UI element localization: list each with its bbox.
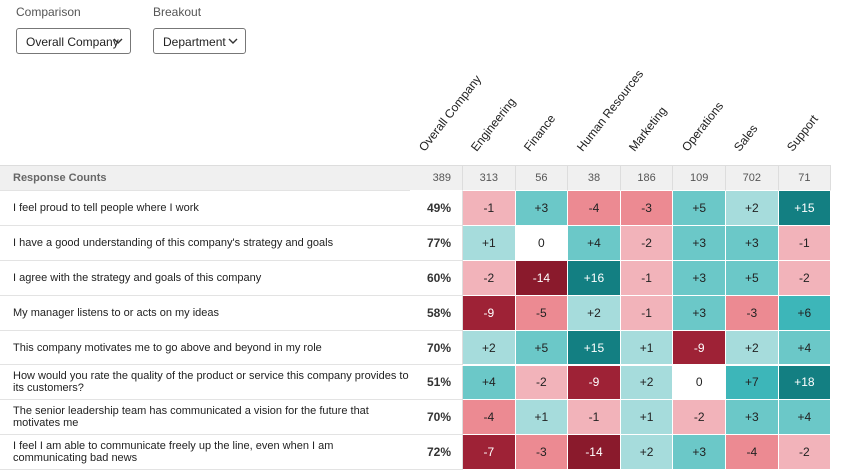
heat-cell: -9 [568, 365, 621, 401]
overall-score: 51% [410, 365, 463, 401]
question: I feel proud to tell people where I work [0, 191, 410, 226]
question: My manager listens to or acts on my idea… [0, 296, 410, 331]
column-header: Support [783, 112, 821, 154]
heat-cell: -14 [515, 260, 569, 296]
column-header: Sales [731, 121, 761, 154]
question: I agree with the strategy and goals of t… [0, 261, 410, 296]
heat-cell: +15 [778, 191, 832, 226]
chevron [228, 38, 238, 44]
heat-cell: +1 [620, 400, 674, 436]
heat-cell: -9 [463, 295, 516, 331]
overall-score: 72% [410, 435, 463, 470]
heat-cell: -1 [620, 260, 674, 296]
heat-cell: +1 [515, 400, 569, 436]
response-count: 56 [515, 165, 569, 191]
column-header: Engineering [468, 94, 519, 154]
breakout-label: Breakout [153, 5, 202, 19]
heat-cell: -4 [463, 400, 516, 436]
heat-cell: -2 [673, 400, 726, 436]
heat-cell: -1 [620, 295, 674, 331]
breakout-dropdown[interactable]: Department [153, 28, 246, 54]
overall-score: 49% [410, 191, 463, 226]
heat-cell: -2 [778, 435, 832, 470]
response-count: 109 [673, 165, 726, 191]
heat-cell: +16 [568, 260, 621, 296]
response-counts-label: Response Counts [0, 165, 410, 191]
heat-cell: +4 [778, 330, 832, 366]
heat-cell: +3 [673, 225, 726, 261]
heat-cell: +6 [778, 295, 832, 331]
heat-cell: +4 [568, 225, 621, 261]
heat-cell: -1 [778, 225, 832, 261]
response-count: 313 [463, 165, 516, 191]
column-header: Marketing [626, 103, 670, 154]
heat-cell: +3 [515, 191, 569, 226]
heat-cell: -2 [463, 260, 516, 296]
question: I feel I am able to communicate freely u… [0, 435, 410, 470]
heat-cell: -2 [515, 365, 569, 401]
heat-cell: -2 [778, 260, 832, 296]
overall-score: 70% [410, 400, 463, 436]
heat-cell: -1 [463, 191, 516, 226]
question: How would you rate the quality of the pr… [0, 366, 410, 401]
response-count: 702 [726, 165, 779, 191]
heat-cell: +5 [673, 191, 726, 226]
heat-cell: 0 [515, 225, 569, 261]
heat-cell: +2 [463, 330, 516, 366]
heat-cell: +3 [673, 295, 726, 331]
overall-score: 58% [410, 295, 463, 331]
comparison-value: Overall Company [26, 35, 119, 49]
heat-cell: +3 [726, 225, 779, 261]
response-count: 71 [778, 165, 832, 191]
column-header: Operations [678, 99, 726, 154]
column-header: Finance [520, 111, 559, 154]
heat-cell: +1 [620, 330, 674, 366]
heat-cell: -4 [568, 191, 621, 226]
heat-cell: -7 [463, 435, 516, 470]
heat-cell: -5 [515, 295, 569, 331]
heat-cell: -1 [568, 400, 621, 436]
heat-cell: +2 [726, 330, 779, 366]
breakout-value: Department [163, 35, 226, 49]
heat-cell: -3 [620, 191, 674, 226]
response-count: 38 [568, 165, 621, 191]
question: I have a good understanding of this comp… [0, 226, 410, 261]
heat-cell: +2 [620, 435, 674, 470]
heat-cell: +2 [726, 191, 779, 226]
question: This company motivates me to go above an… [0, 331, 410, 366]
response-count: 186 [620, 165, 674, 191]
heat-cell: -4 [726, 435, 779, 470]
overall-score: 60% [410, 260, 463, 296]
heat-cell: +3 [726, 400, 779, 436]
question: The senior leadership team has communica… [0, 400, 410, 436]
heat-cell: +2 [568, 295, 621, 331]
comparison-dropdown[interactable]: Overall Company [16, 28, 131, 54]
heat-cell: -9 [673, 330, 726, 366]
heat-cell: -3 [726, 295, 779, 331]
heat-cell: +4 [463, 365, 516, 401]
heat-cell: -2 [620, 225, 674, 261]
heat-cell: +3 [673, 435, 726, 470]
heat-cell: 0 [673, 365, 726, 401]
overall-score: 70% [410, 330, 463, 366]
comparison-label: Comparison [16, 5, 81, 19]
heat-cell: +7 [726, 365, 779, 401]
heat-cell: +18 [778, 365, 832, 401]
heat-cell: +15 [568, 330, 621, 366]
heat-cell: -3 [515, 435, 569, 470]
heat-cell: -14 [568, 435, 621, 470]
heat-cell: +3 [673, 260, 726, 296]
heat-cell: +5 [726, 260, 779, 296]
chevron [113, 38, 123, 44]
heat-cell: +4 [778, 400, 832, 436]
heat-cell: +5 [515, 330, 569, 366]
heat-cell: +2 [620, 365, 674, 401]
response-count: 389 [410, 165, 463, 191]
overall-score: 77% [410, 225, 463, 261]
heat-cell: +1 [463, 225, 516, 261]
